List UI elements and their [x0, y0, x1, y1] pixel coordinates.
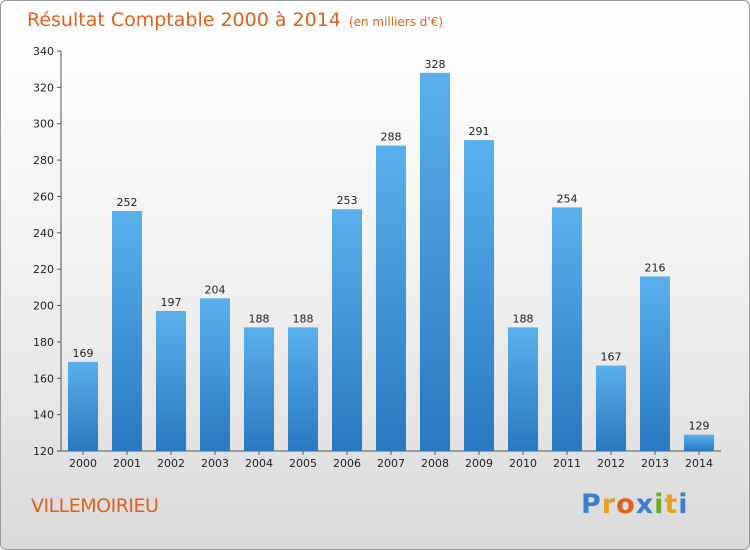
chart-subtitle: (en milliers d'€) — [348, 15, 444, 29]
value-label-2002: 197 — [161, 296, 182, 309]
value-label-2011: 254 — [557, 192, 578, 205]
bar-2009 — [464, 140, 494, 451]
x-tick-label-2007: 2007 — [377, 457, 405, 470]
bar-2004 — [244, 327, 274, 451]
x-tick-label-2014: 2014 — [685, 457, 713, 470]
title-text: Résultat Comptable 2000 à 2014 — [27, 9, 341, 31]
value-label-2012: 167 — [601, 351, 622, 364]
x-tick-label-2001: 2001 — [113, 457, 141, 470]
bar-2003 — [200, 298, 230, 451]
value-label-2003: 204 — [205, 283, 226, 296]
x-tick-label-2013: 2013 — [641, 457, 669, 470]
y-tick-label: 300 — [33, 118, 54, 131]
value-label-2006: 253 — [337, 194, 358, 207]
x-tick-label-2006: 2006 — [333, 457, 361, 470]
logo-letter: o — [616, 489, 636, 520]
value-label-2014: 129 — [689, 420, 710, 433]
bar-2006 — [332, 209, 362, 451]
value-label-2005: 188 — [293, 312, 314, 325]
y-tick-label: 120 — [33, 445, 54, 458]
chart-title: Résultat Comptable 2000 à 2014 (en millie… — [27, 9, 443, 31]
bar-2008 — [420, 72, 450, 452]
bar-2014 — [684, 434, 714, 451]
bar-2012 — [596, 365, 626, 451]
bar-2000 — [68, 361, 98, 451]
x-tick-label-2010: 2010 — [509, 457, 537, 470]
bar-2005 — [288, 327, 318, 451]
value-label-2004: 188 — [249, 312, 270, 325]
y-tick-label: 260 — [33, 190, 54, 203]
value-label-2000: 169 — [73, 347, 94, 360]
value-label-2008: 328 — [425, 58, 446, 71]
y-tick-label: 220 — [33, 263, 54, 276]
value-label-2010: 188 — [513, 312, 534, 325]
value-label-2009: 291 — [469, 125, 490, 138]
logo-letter: i — [654, 489, 665, 520]
value-label-2013: 216 — [645, 261, 666, 274]
x-tick-label-2008: 2008 — [421, 457, 449, 470]
x-tick-label-2002: 2002 — [157, 457, 185, 470]
logo-letter: t — [664, 489, 679, 520]
y-tick-label: 280 — [33, 154, 54, 167]
y-tick-label: 180 — [33, 336, 54, 349]
bar-2010 — [508, 327, 538, 451]
y-tick-label: 340 — [33, 45, 54, 58]
logo-letter: i — [678, 489, 689, 520]
x-tick-label-2011: 2011 — [553, 457, 581, 470]
bar-2013 — [640, 276, 670, 451]
bar-2002 — [156, 311, 186, 451]
x-tick-label-2000: 2000 — [69, 457, 97, 470]
y-tick-label: 200 — [33, 300, 54, 313]
location-name: VILLEMOIRIEU — [31, 495, 159, 517]
bar-2007 — [376, 145, 406, 451]
y-tick-label: 240 — [33, 227, 54, 240]
x-tick-label-2012: 2012 — [597, 457, 625, 470]
x-tick-label-2003: 2003 — [201, 457, 229, 470]
bar-2001 — [112, 211, 142, 451]
logo-letter: r — [601, 489, 617, 520]
proxiti-logo: Proxiti — [581, 489, 689, 520]
x-tick-label-2004: 2004 — [245, 457, 273, 470]
y-tick-label: 160 — [33, 372, 54, 385]
y-tick-label: 140 — [33, 409, 54, 422]
logo-letter: x — [635, 489, 655, 520]
x-tick-label-2009: 2009 — [465, 457, 493, 470]
bar-2011 — [552, 207, 582, 451]
y-tick-label: 320 — [33, 81, 54, 94]
logo-letter: P — [581, 489, 602, 520]
value-label-2001: 252 — [117, 196, 138, 209]
x-tick-label-2005: 2005 — [289, 457, 317, 470]
value-label-2007: 288 — [381, 131, 402, 144]
